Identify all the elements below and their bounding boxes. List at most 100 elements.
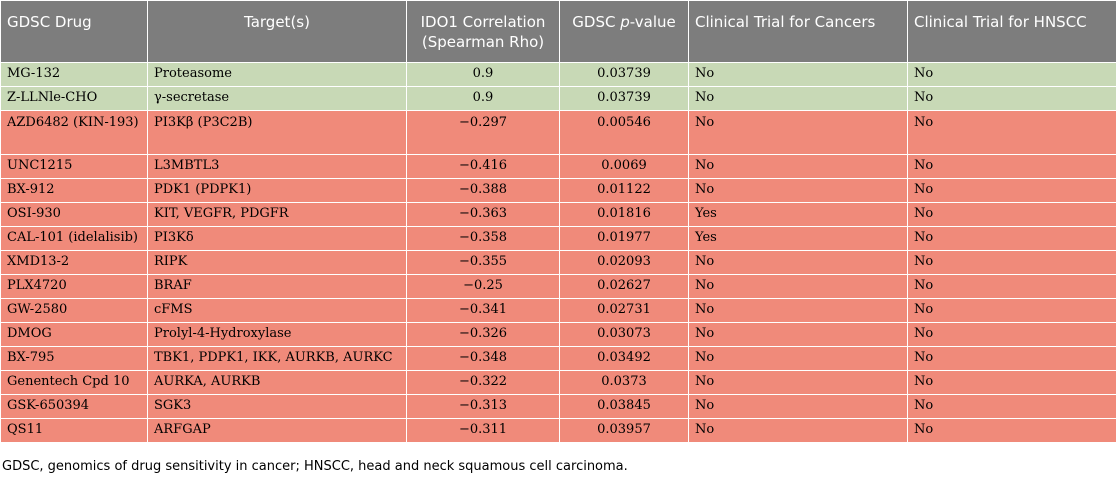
cell-trial-hnscc: No: [907, 346, 1116, 371]
cell-trial-cancers: No: [688, 418, 908, 443]
cell-correlation: −0.363: [406, 202, 560, 227]
cell-target: L3MBTL3: [147, 154, 407, 179]
table-row: QS11 ARFGAP −0.311 0.03957 No No: [0, 418, 1116, 443]
cell-correlation: −0.322: [406, 370, 560, 395]
cell-target: Proteasome: [147, 62, 407, 87]
cell-drug: XMD13-2: [0, 250, 148, 275]
table-row: BX-795 TBK1, PDPK1, IKK, AURKB, AURKC −0.3…: [0, 346, 1116, 371]
header-correlation-line1: IDO1 Correlation: [420, 13, 546, 31]
cell-trial-cancers: Yes: [688, 226, 908, 251]
cell-trial-cancers: Yes: [688, 202, 908, 227]
header-row: GDSC Drug Target(s) IDO1 Correlation (Sp…: [0, 0, 1116, 63]
cell-trial-cancers: No: [688, 154, 908, 179]
cell-correlation: 0.9: [406, 86, 560, 111]
cell-trial-cancers: No: [688, 110, 908, 155]
cell-pvalue: 0.0373: [559, 370, 689, 395]
table-row: XMD13-2 RIPK −0.355 0.02093 No No: [0, 250, 1116, 275]
cell-pvalue: 0.03492: [559, 346, 689, 371]
cell-correlation: −0.388: [406, 178, 560, 203]
cell-trial-hnscc: No: [907, 178, 1116, 203]
cell-drug: UNC1215: [0, 154, 148, 179]
cell-correlation: −0.341: [406, 298, 560, 323]
cell-trial-hnscc: No: [907, 370, 1116, 395]
cell-correlation: 0.9: [406, 62, 560, 87]
drug-correlation-table: GDSC Drug Target(s) IDO1 Correlation (Sp…: [0, 0, 1116, 443]
cell-correlation: −0.25: [406, 274, 560, 299]
cell-trial-hnscc: No: [907, 202, 1116, 227]
cell-correlation: −0.358: [406, 226, 560, 251]
cell-target: PDK1 (PDPK1): [147, 178, 407, 203]
cell-pvalue: 0.03739: [559, 62, 689, 87]
cell-trial-hnscc: No: [907, 322, 1116, 347]
header-ido1-correlation: IDO1 Correlation (Spearman Rho): [406, 0, 560, 63]
cell-trial-cancers: No: [688, 370, 908, 395]
cell-pvalue: 0.02093: [559, 250, 689, 275]
cell-trial-cancers: No: [688, 298, 908, 323]
table-row: CAL-101 (idelalisib) PI3Kδ −0.358 0.01977 Ye…: [0, 226, 1116, 251]
cell-correlation: −0.326: [406, 322, 560, 347]
cell-drug: QS11: [0, 418, 148, 443]
table-row: GSK-650394 SGK3 −0.313 0.03845 No No: [0, 394, 1116, 419]
cell-trial-cancers: No: [688, 274, 908, 299]
header-gdsc-pvalue: GDSC p-value: [559, 0, 689, 63]
table-body: MG-132 Proteasome 0.9 0.03739 No No Z-LLNle-CH…: [0, 62, 1116, 443]
cell-pvalue: 0.03739: [559, 86, 689, 111]
cell-target: ARFGAP: [147, 418, 407, 443]
cell-trial-hnscc: No: [907, 226, 1116, 251]
table-footnote: GDSC, genomics of drug sensitivity in ca…: [2, 459, 628, 474]
cell-target: AURKA, AURKB: [147, 370, 407, 395]
cell-trial-hnscc: No: [907, 394, 1116, 419]
header-correlation-line2: (Spearman Rho): [421, 33, 545, 51]
cell-drug: PLX4720: [0, 274, 148, 299]
header-gdsc-drug: GDSC Drug: [0, 0, 148, 63]
cell-target: SGK3: [147, 394, 407, 419]
table-row: OSI-930 KIT, VEGFR, PDGFR −0.363 0.01816 Yes…: [0, 202, 1116, 227]
cell-target: γ-secretase: [147, 86, 407, 111]
cell-trial-cancers: No: [688, 346, 908, 371]
cell-trial-cancers: No: [688, 178, 908, 203]
cell-trial-hnscc: No: [907, 250, 1116, 275]
cell-trial-cancers: No: [688, 394, 908, 419]
cell-correlation: −0.355: [406, 250, 560, 275]
cell-pvalue: 0.01977: [559, 226, 689, 251]
header-pvalue-italic: p: [620, 13, 630, 31]
cell-drug: AZD6482 (KIN-193): [0, 110, 148, 155]
header-trial-hnscc: Clinical Trial for HNSCC: [907, 0, 1116, 63]
cell-target: RIPK: [147, 250, 407, 275]
cell-target: BRAF: [147, 274, 407, 299]
table-row: AZD6482 (KIN-193) PI3Kβ (P3C2B) −0.297 0.00…: [0, 110, 1116, 155]
table-row: Genentech Cpd 10 AURKA, AURKB −0.322 0.0373…: [0, 370, 1116, 395]
cell-trial-cancers: No: [688, 62, 908, 87]
cell-drug: OSI-930: [0, 202, 148, 227]
cell-target: cFMS: [147, 298, 407, 323]
cell-correlation: −0.313: [406, 394, 560, 419]
cell-trial-cancers: No: [688, 322, 908, 347]
table-row: GW-2580 cFMS −0.341 0.02731 No No: [0, 298, 1116, 323]
table-row: DMOG Prolyl-4-Hydroxylase −0.326 0.03073 No N…: [0, 322, 1116, 347]
cell-correlation: −0.348: [406, 346, 560, 371]
table-header: GDSC Drug Target(s) IDO1 Correlation (Sp…: [0, 0, 1116, 63]
cell-trial-hnscc: No: [907, 154, 1116, 179]
cell-trial-cancers: No: [688, 86, 908, 111]
cell-pvalue: 0.03073: [559, 322, 689, 347]
cell-drug: Z-LLNle-CHO: [0, 86, 148, 111]
cell-trial-hnscc: No: [907, 62, 1116, 87]
cell-pvalue: 0.01816: [559, 202, 689, 227]
cell-trial-hnscc: No: [907, 110, 1116, 155]
cell-correlation: −0.311: [406, 418, 560, 443]
header-targets: Target(s): [147, 0, 407, 63]
table-row: MG-132 Proteasome 0.9 0.03739 No No: [0, 62, 1116, 87]
cell-correlation: −0.416: [406, 154, 560, 179]
table-row: BX-912 PDK1 (PDPK1) −0.388 0.01122 No No: [0, 178, 1116, 203]
cell-target: PI3Kδ: [147, 226, 407, 251]
cell-pvalue: 0.02731: [559, 298, 689, 323]
cell-trial-hnscc: No: [907, 418, 1116, 443]
table-row: PLX4720 BRAF −0.25 0.02627 No No: [0, 274, 1116, 299]
header-pvalue-suffix: -value: [629, 13, 676, 31]
cell-drug: GW-2580: [0, 298, 148, 323]
cell-trial-hnscc: No: [907, 86, 1116, 111]
cell-target: KIT, VEGFR, PDGFR: [147, 202, 407, 227]
cell-trial-cancers: No: [688, 250, 908, 275]
table-row: UNC1215 L3MBTL3 −0.416 0.0069 No No: [0, 154, 1116, 179]
header-pvalue-prefix: GDSC: [572, 13, 621, 31]
